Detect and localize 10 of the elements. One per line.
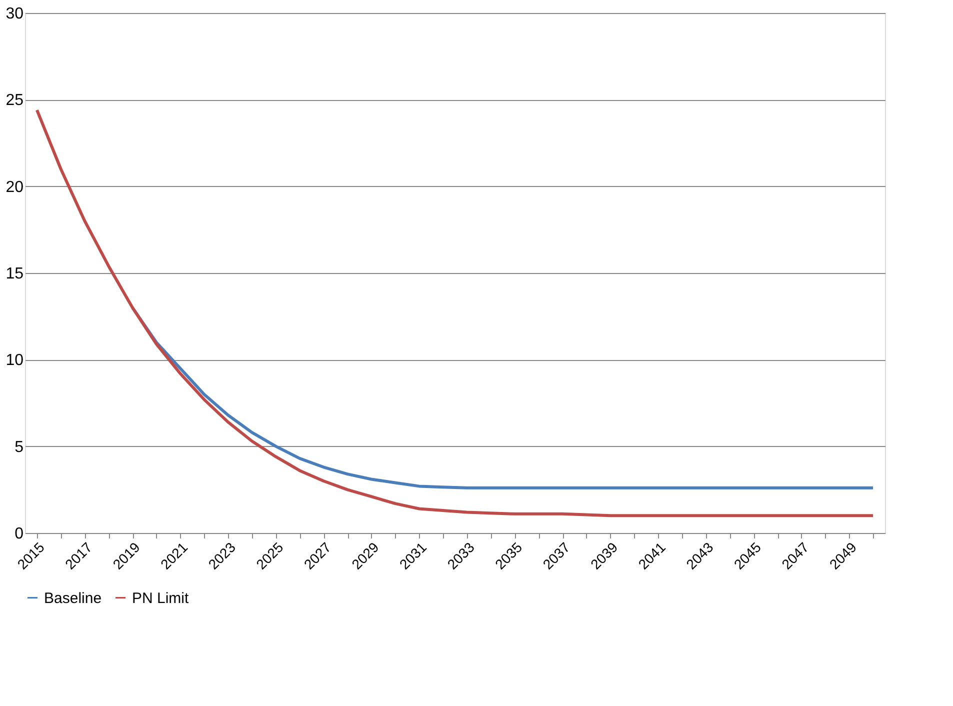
y-tick-label: 15 (6, 266, 24, 282)
y-tick-label: 0 (14, 526, 24, 542)
line-series (35, 108, 875, 518)
y-tick-label: 10 (6, 352, 24, 370)
y-tick-label: 20 (6, 178, 24, 196)
legend-label: PN Limit (132, 590, 190, 607)
y-tick-label: 5 (14, 438, 24, 456)
y-tick-label: 25 (6, 92, 24, 110)
y-tick-label: 30 (6, 6, 24, 22)
legend-label: Baseline (44, 590, 102, 607)
